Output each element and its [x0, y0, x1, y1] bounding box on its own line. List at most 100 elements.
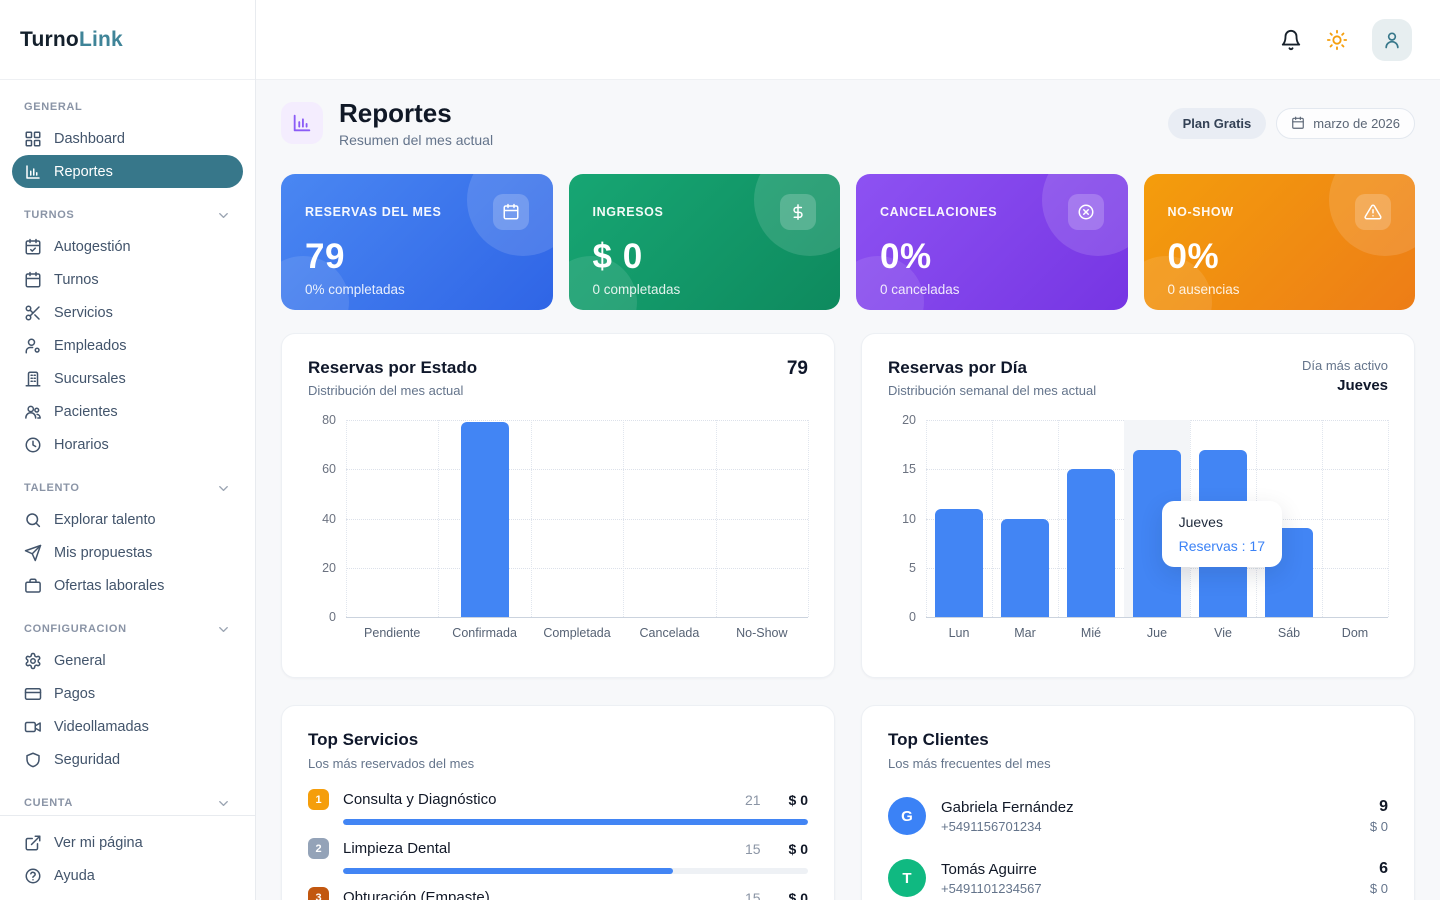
- bars-layer: [926, 420, 1388, 617]
- sidebar-item-ofertas-laborales[interactable]: Ofertas laborales: [12, 569, 243, 602]
- client-phone: +5491101234567: [941, 880, 1042, 896]
- help-circle-icon: [24, 867, 42, 885]
- x-tick-label: Mar: [1014, 626, 1036, 640]
- x-tick-label: Jue: [1146, 626, 1168, 640]
- x-tick-label: Lun: [948, 626, 970, 640]
- x-tick-label: Completada: [543, 626, 611, 640]
- brand-accent: Link: [78, 27, 123, 51]
- sidebar-section-talento[interactable]: TALENTO: [12, 473, 243, 503]
- rank-badge: 3: [308, 887, 329, 900]
- bar-column-pendiente: [346, 420, 438, 617]
- service-amount: $ 0: [788, 889, 808, 900]
- y-tick-label: 15: [902, 462, 916, 477]
- search-icon: [24, 511, 42, 529]
- service-row-limpieza-dental: 2 Limpieza Dental 15 $ 0: [308, 838, 808, 874]
- gridline-v: [623, 420, 625, 617]
- plot-area: Jueves Reservas : 17: [926, 420, 1389, 618]
- top-clientes-card: Top Clientes Los más frecuentes del mes …: [861, 705, 1415, 900]
- gridline-h: [346, 617, 808, 618]
- video-icon: [24, 718, 42, 736]
- theme-toggle-button[interactable]: [1326, 29, 1348, 51]
- sidebar-item-seguridad[interactable]: Seguridad: [12, 743, 243, 776]
- bar-confirmada[interactable]: [460, 422, 509, 617]
- stat-value: 0%: [880, 237, 932, 276]
- reports-page-icon: [281, 102, 323, 144]
- sidebar-item-ayuda[interactable]: Ayuda: [12, 859, 243, 892]
- sidebar-item-label: Empleados: [54, 337, 127, 354]
- stats-row: RESERVAS DEL MES 79 0% completadas INGRE…: [281, 174, 1415, 310]
- send-icon: [24, 544, 42, 562]
- users-icon: [24, 403, 42, 421]
- chart-subtitle: Distribución semanal del mes actual: [888, 383, 1097, 398]
- sidebar-item-autogestion[interactable]: Autogestión: [12, 230, 243, 263]
- plot-area: [346, 420, 809, 618]
- calendar-icon: [24, 271, 42, 289]
- reservas-por-dia-card: Reservas por Día Distribución semanal de…: [861, 333, 1415, 678]
- stat-sublabel: 0% completadas: [305, 282, 405, 297]
- date-badge: marzo de 2026: [1276, 107, 1415, 139]
- gridline-h: [346, 420, 808, 421]
- tooltip-title: Jueves: [1178, 513, 1223, 530]
- sidebar-item-label: Autogestión: [54, 238, 131, 255]
- dashboard-icon: [24, 130, 42, 148]
- section-label-text: CONFIGURACION: [24, 623, 127, 635]
- client-count: 9: [1379, 798, 1388, 815]
- x-tick-label: No-Show: [736, 626, 788, 640]
- user-menu-button[interactable]: [1372, 18, 1412, 61]
- client-phone: +5491156701234: [941, 818, 1042, 834]
- sidebar-item-ver-mi-pagina[interactable]: Ver mi página: [12, 826, 243, 859]
- tooltip-value: Reservas : 17: [1178, 537, 1265, 554]
- sidebar-item-label: Pagos: [54, 685, 96, 702]
- bar-mie[interactable]: [1067, 469, 1115, 617]
- sidebar-item-pacientes[interactable]: Pacientes: [12, 395, 243, 428]
- top-servicios-card: Top Servicios Los más reservados del mes…: [281, 705, 835, 900]
- sidebar-item-servicios[interactable]: Servicios: [12, 296, 243, 329]
- sidebar-item-horarios[interactable]: Horarios: [12, 428, 243, 461]
- y-tick-label: 60: [322, 462, 336, 477]
- bar-lun[interactable]: [935, 508, 983, 617]
- sidebar-section-configuracion[interactable]: CONFIGURACION: [12, 614, 243, 644]
- gridline-h: [926, 617, 1388, 618]
- sidebar-item-empleados[interactable]: Empleados: [12, 329, 243, 362]
- sidebar-item-turnos[interactable]: Turnos: [12, 263, 243, 296]
- stat-value: $ 0: [592, 237, 643, 276]
- brand-logo[interactable]: Turno Link: [0, 0, 255, 80]
- stat-label: INGRESOS: [592, 205, 664, 219]
- service-amount: $ 0: [788, 791, 808, 808]
- bar-column-mar: [992, 420, 1058, 617]
- service-name: Obturación (Empaste): [343, 889, 490, 900]
- sidebar-item-general[interactable]: General: [12, 644, 243, 677]
- sidebar-item-mis-propuestas[interactable]: Mis propuestas: [12, 536, 243, 569]
- client-count: 6: [1379, 860, 1388, 877]
- chart-title: Reservas por Día: [888, 358, 1027, 377]
- service-count: 15: [744, 889, 761, 900]
- x-tick-label: Confirmada: [452, 626, 517, 640]
- service-count: 21: [744, 791, 761, 808]
- notifications-button[interactable]: [1280, 29, 1302, 51]
- chevron-down-icon: [216, 622, 231, 637]
- client-name: Gabriela Fernández: [941, 798, 1074, 816]
- service-row-consulta-y-diagnostico: 1 Consulta y Diagnóstico 21 $ 0: [308, 789, 808, 825]
- sidebar-item-label: Horarios: [54, 436, 109, 453]
- sidebar-item-sucursales[interactable]: Sucursales: [12, 362, 243, 395]
- gridline-h: [346, 469, 808, 471]
- sidebar-item-videollamadas[interactable]: Videollamadas: [12, 710, 243, 743]
- sidebar-item-dashboard[interactable]: Dashboard: [12, 122, 243, 155]
- sidebar-item-explorar-talento[interactable]: Explorar talento: [12, 503, 243, 536]
- client-amount: $ 0: [1369, 819, 1388, 834]
- sidebar-section-cuenta[interactable]: CUENTA: [12, 788, 243, 815]
- gridline-v: [346, 420, 347, 617]
- gridline-h: [346, 518, 808, 520]
- sidebar-item-pagos[interactable]: Pagos: [12, 677, 243, 710]
- section-label-text: TURNOS: [24, 209, 75, 221]
- bottom-row: Top Servicios Los más reservados del mes…: [281, 705, 1415, 900]
- most-active-day-label: Día más activo: [1302, 358, 1388, 373]
- sidebar-section-turnos[interactable]: TURNOS: [12, 200, 243, 230]
- section-label-text: TALENTO: [24, 482, 80, 494]
- bar-mar[interactable]: [1001, 518, 1049, 617]
- x-tick-label: Sáb: [1277, 626, 1301, 640]
- sidebar-item-reportes[interactable]: Reportes: [12, 155, 243, 188]
- gridline-v: [992, 420, 993, 617]
- service-progress-track: [343, 868, 808, 874]
- sidebar-item-label: Dashboard: [54, 130, 125, 147]
